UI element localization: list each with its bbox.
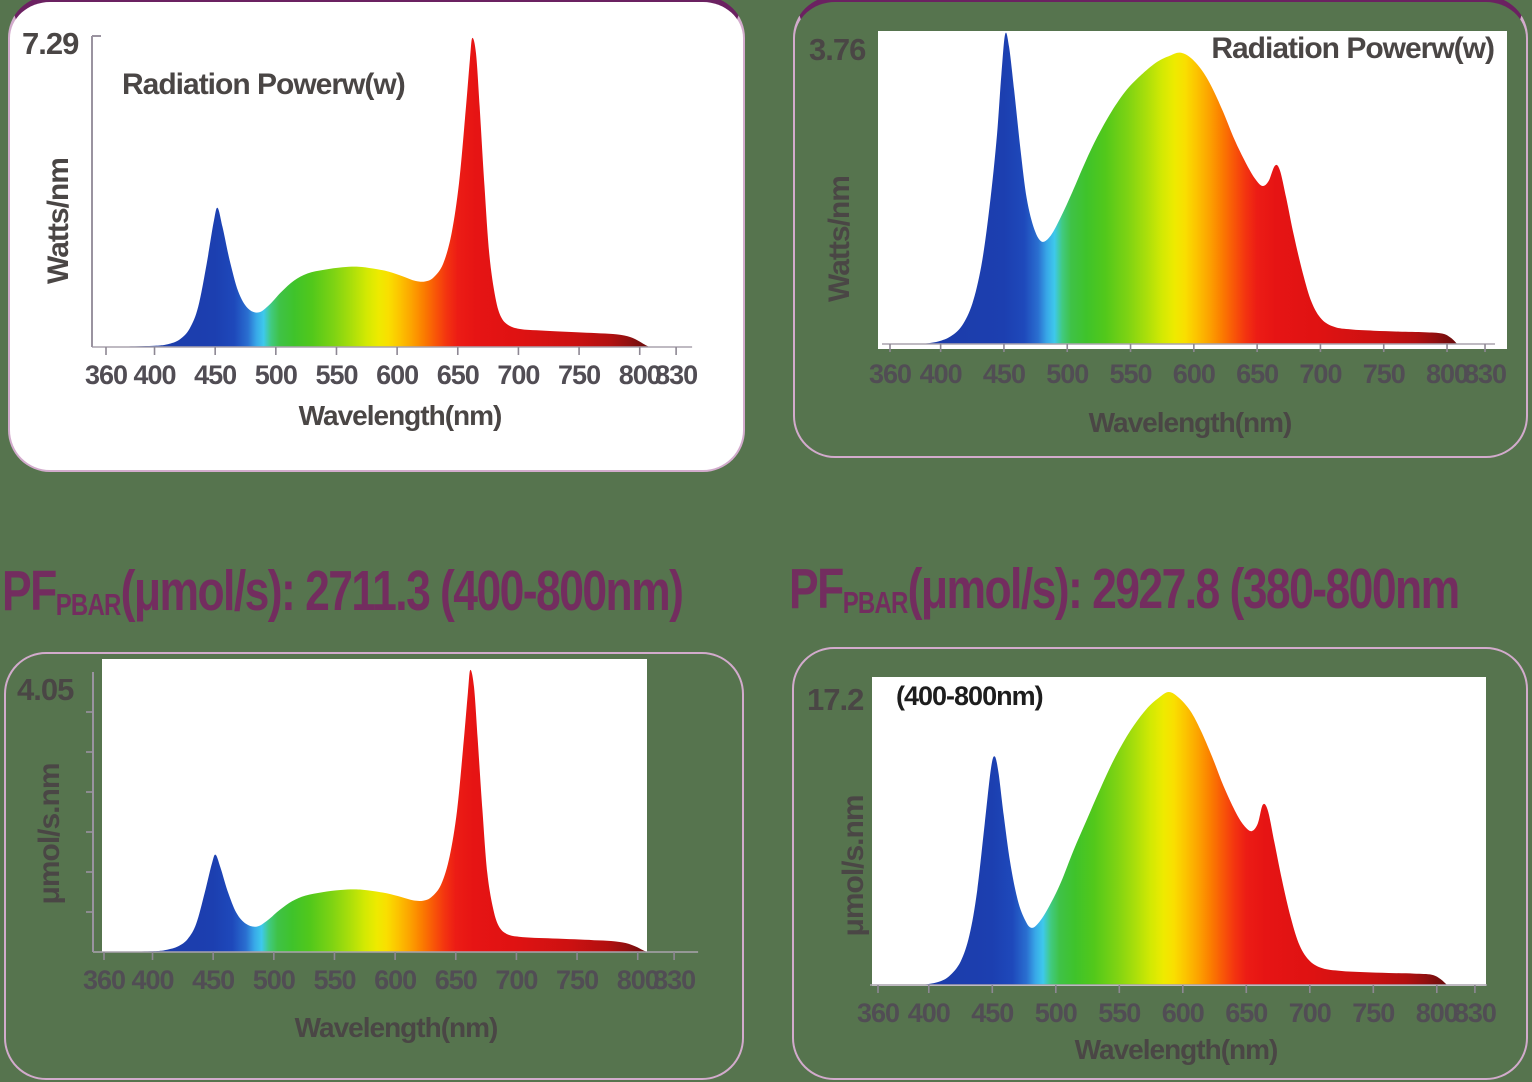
pf-prefix: PF	[789, 557, 844, 621]
pf-subscript: PBAR	[55, 586, 122, 622]
pf-value-text: (μmol/s): 2711.3 (400-800nm)	[120, 559, 684, 623]
y-axis-label: Watts/nm	[823, 176, 856, 302]
x-tick-label: 400	[133, 360, 175, 390]
x-tick-label: 650	[435, 965, 477, 995]
y-axis-label: μmol/s.nm	[837, 795, 870, 937]
ppf-value-left: PFPBAR(μmol/s): 2711.3 (400-800nm)	[2, 558, 684, 624]
x-tick-label: 750	[556, 965, 598, 995]
x-tick-label: 650	[437, 360, 479, 390]
x-tick-label: 500	[1046, 359, 1088, 389]
pf-prefix: PF	[2, 559, 57, 623]
x-tick-label: 800	[617, 965, 659, 995]
y-axis-label: Watts/nm	[42, 158, 75, 284]
x-tick-label: 600	[374, 965, 416, 995]
x-tick-label: 550	[1098, 998, 1140, 1028]
x-tick-label: 830	[1454, 998, 1496, 1028]
chart-card-radiation-power-380-800: 360 400 450 500 550 600 650 700 750 800 830 3.76 R…	[793, 0, 1528, 458]
x-tick-label: 450	[192, 965, 234, 995]
x-tick-label: 700	[495, 965, 537, 995]
x-tick-label: 500	[1035, 998, 1077, 1028]
x-tick-label: 500	[255, 360, 297, 390]
x-tick-label: 360	[83, 965, 125, 995]
chart-title: Radiation Powerw(w)	[1211, 32, 1495, 65]
x-tick-label: 600	[1162, 998, 1204, 1028]
x-tick-label: 550	[315, 360, 357, 390]
x-tick-label: 600	[376, 360, 418, 390]
x-tick-label: 550	[313, 965, 355, 995]
chart-card-radiation-power-400-800: 360 400 450 500 550 600 650 700 750 800 830 7.29 R…	[8, 0, 745, 472]
x-tick-label: 450	[194, 360, 236, 390]
x-tick-label: 400	[131, 965, 173, 995]
y-max-value: 7.29	[22, 26, 79, 61]
x-tick-label: 830	[653, 965, 695, 995]
x-tick-label: 830	[655, 360, 697, 390]
x-tick-label: 360	[869, 359, 911, 389]
range-annotation: (400-800nm)	[896, 681, 1044, 711]
pf-value-text: (μmol/s): 2927.8 (380-800nm	[907, 557, 1461, 621]
x-tick-label: 400	[920, 359, 962, 389]
x-axis-label: Wavelength(nm)	[294, 1012, 499, 1043]
x-tick-label: 700	[1299, 359, 1341, 389]
y-max-value: 3.76	[809, 32, 866, 67]
chart-card-umol-left: 360 400 450 500 550 600 650 700 750 800 830 4.05 μ…	[4, 652, 744, 1080]
x-tick-label: 750	[1352, 998, 1394, 1028]
x-tick-label: 750	[558, 360, 600, 390]
x-tick-label: 650	[1236, 359, 1278, 389]
x-axis-label: Wavelength(nm)	[1088, 407, 1293, 438]
x-tick-label: 500	[253, 965, 295, 995]
x-tick-label: 360	[857, 998, 899, 1028]
x-tick-label: 600	[1173, 359, 1215, 389]
x-tick-label: 550	[1110, 359, 1152, 389]
x-tick-label: 750	[1363, 359, 1405, 389]
ppf-value-right: PFPBAR(μmol/s): 2927.8 (380-800nm	[789, 556, 1461, 622]
x-tick-label: 450	[971, 998, 1013, 1028]
chart-card-umol-right: 360 400 450 500 550 600 650 700 750 800 830 17.2 (…	[792, 647, 1528, 1080]
x-axis-label: Wavelength(nm)	[1074, 1034, 1279, 1065]
y-max-value: 17.2	[807, 682, 864, 717]
x-tick-label: 800	[619, 360, 661, 390]
x-tick-label: 650	[1225, 998, 1267, 1028]
y-max-value: 4.05	[17, 672, 74, 707]
x-tick-label: 830	[1464, 359, 1506, 389]
x-tick-label: 400	[908, 998, 950, 1028]
x-tick-label: 800	[1426, 359, 1468, 389]
spectrum-area-curve	[106, 37, 650, 347]
x-tick-label: 360	[85, 360, 127, 390]
x-tick-label: 450	[983, 359, 1025, 389]
spectrum-area-curve	[104, 669, 648, 952]
spectrum-area-curve	[922, 692, 1447, 985]
x-tick-label: 700	[1289, 998, 1331, 1028]
x-axis-label: Wavelength(nm)	[298, 400, 503, 431]
spectrum-area-curve	[921, 32, 1458, 344]
pf-subscript: PBAR	[842, 584, 909, 620]
chart-title: Radiation Powerw(w)	[122, 68, 406, 101]
y-axis-label: μmol/s.nm	[33, 763, 66, 905]
x-tick-label: 700	[497, 360, 539, 390]
x-tick-label: 800	[1416, 998, 1458, 1028]
